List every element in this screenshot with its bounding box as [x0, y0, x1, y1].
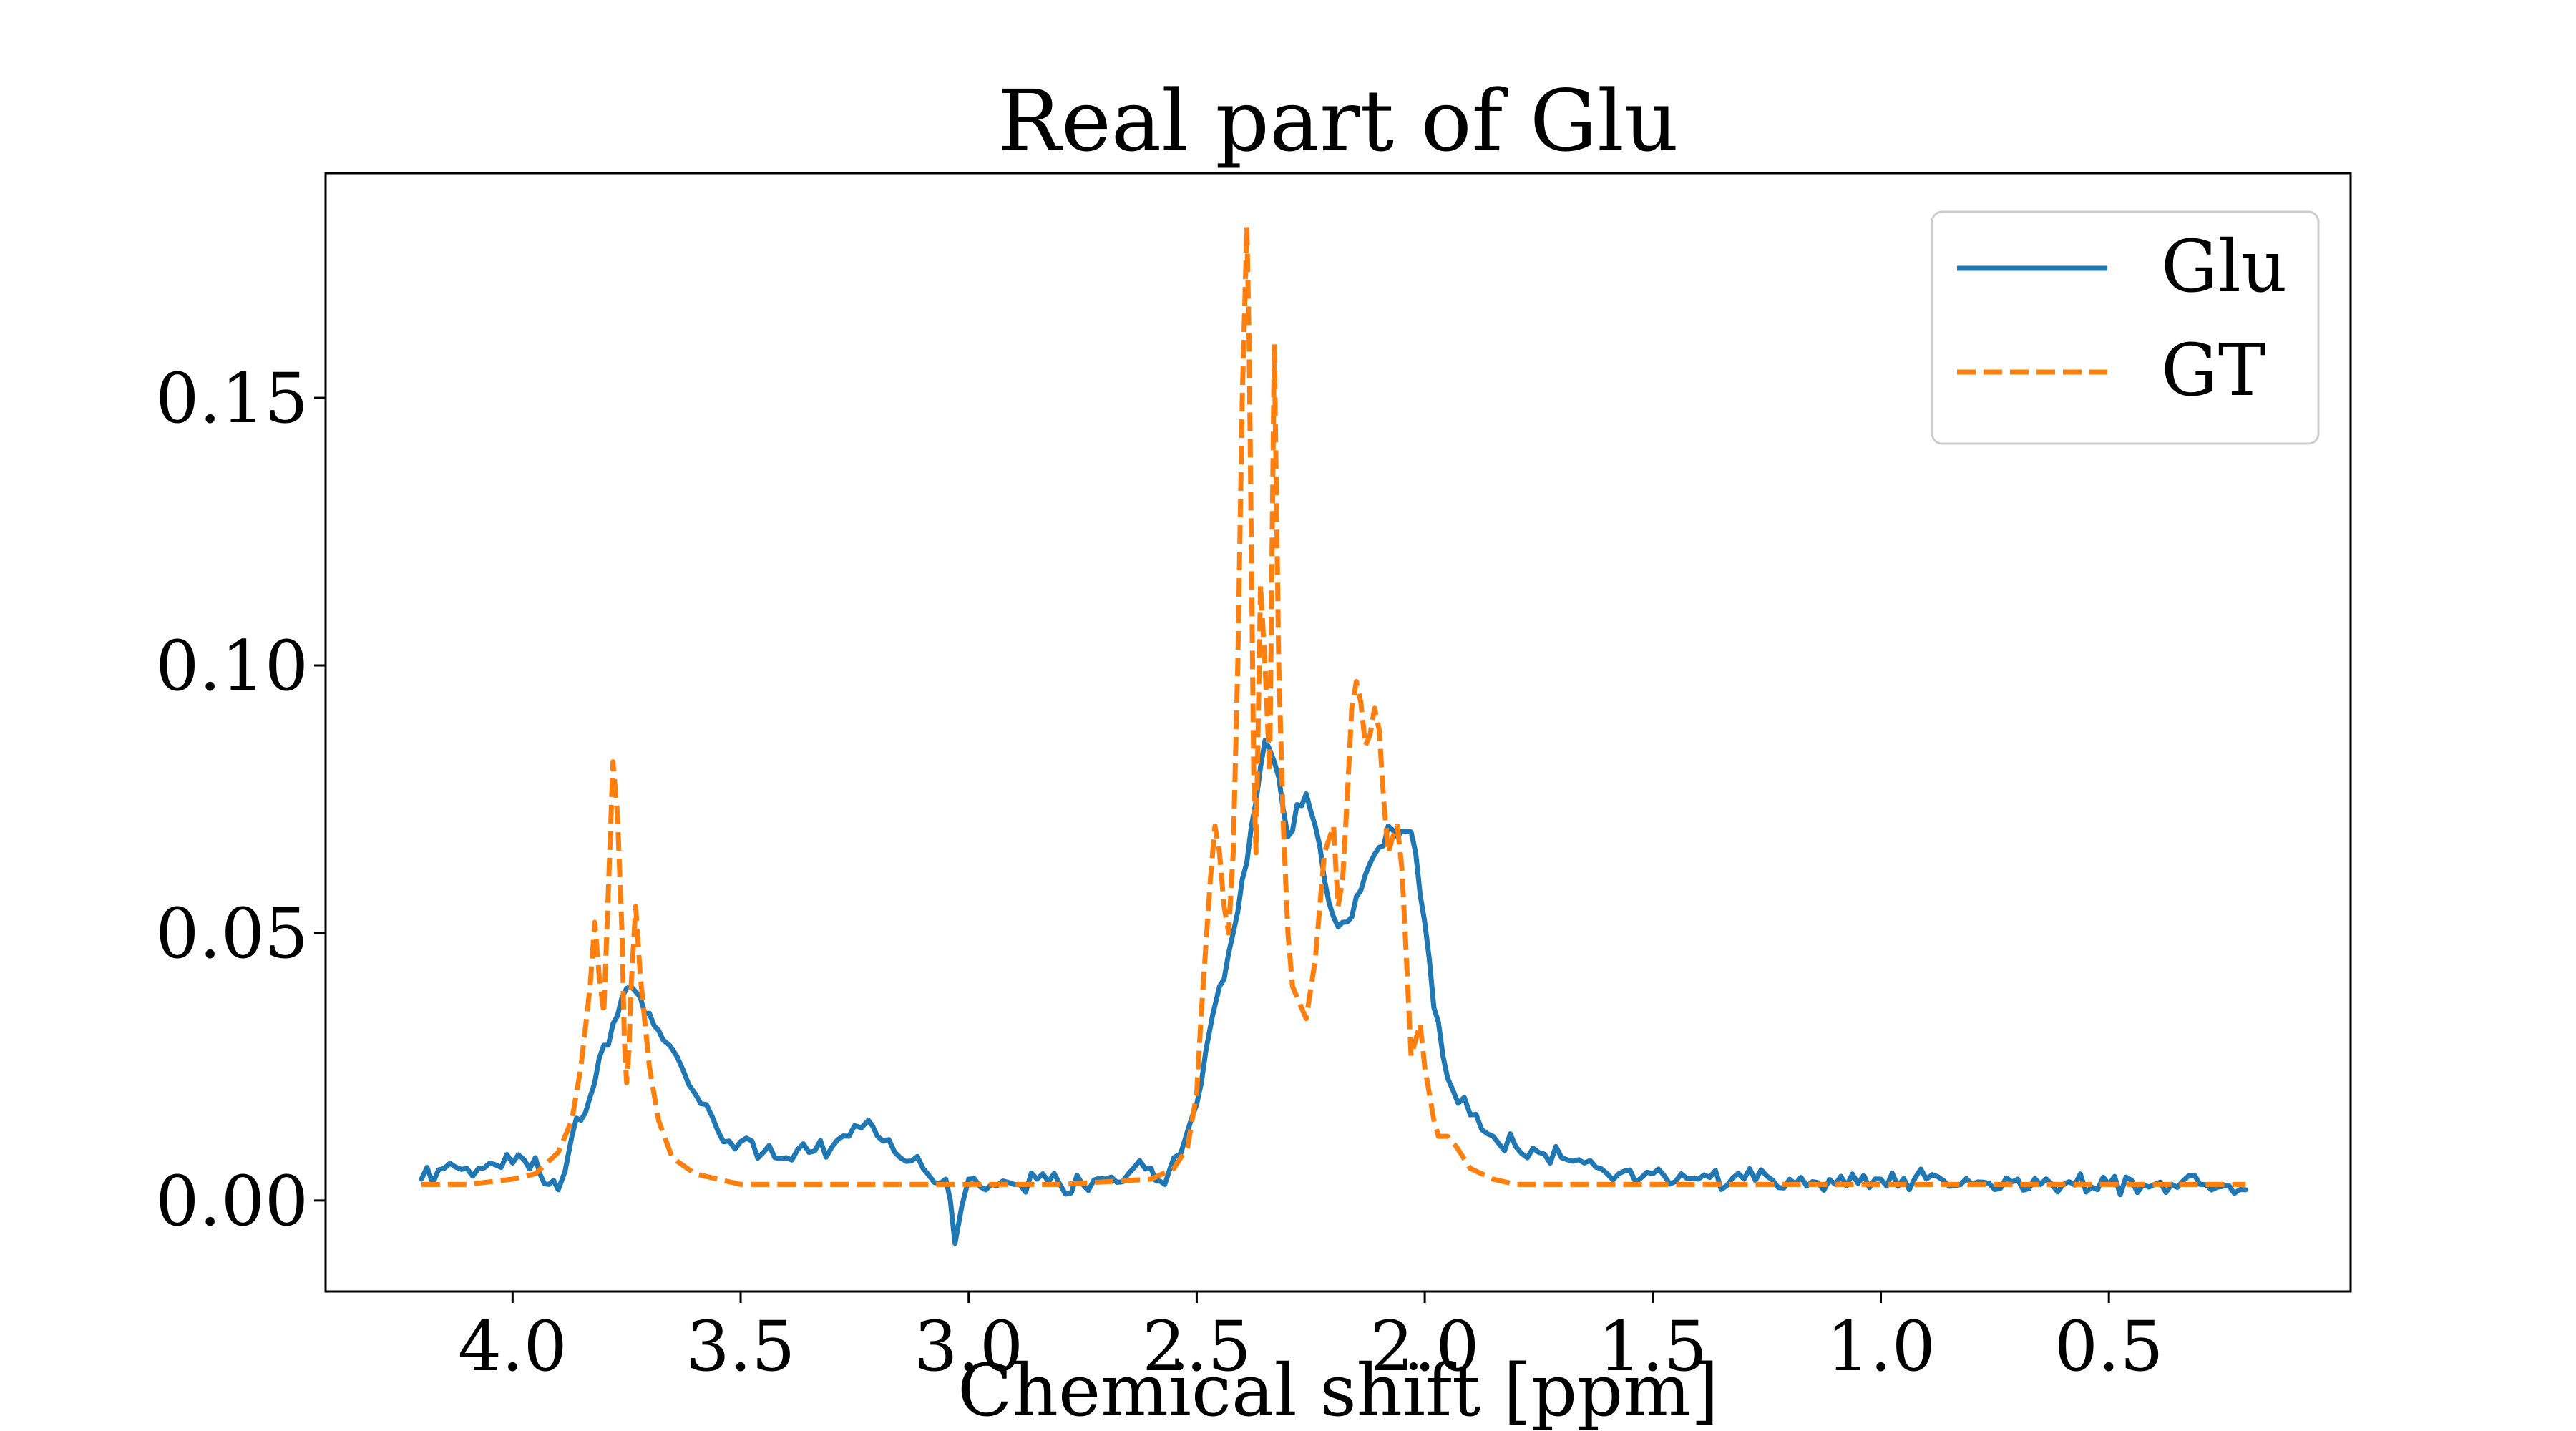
- y-tick-label: 0.10: [155, 626, 308, 706]
- legend-label-glu: Glu: [2161, 225, 2287, 308]
- x-tick-label: 4.0: [458, 1307, 567, 1387]
- y-tick-label: 0.05: [155, 894, 308, 974]
- series-line-glu: [419, 738, 2248, 1246]
- x-tick-label: 2.5: [1142, 1307, 1252, 1387]
- legend: Glu GT: [1931, 210, 2320, 445]
- x-tick-label: 3.0: [914, 1307, 1023, 1387]
- series-line-gt: [421, 224, 2246, 1187]
- plot-area: [419, 224, 2248, 1246]
- x-axis-label: Chemical shift [ppm]: [957, 1349, 1719, 1431]
- x-tick-label: 1.5: [1598, 1307, 1707, 1387]
- x-tick-label: 3.5: [686, 1307, 796, 1387]
- legend-label-gt: GT: [2161, 328, 2266, 412]
- chart-title: Real part of Glu: [997, 72, 1679, 170]
- plot-frame: [324, 172, 2352, 1293]
- axes: 4.0 3.5 3.0 2.5 2.0 1.5 1.0 0.5 0.00 0.05 0.10 0.15: [155, 172, 2352, 1387]
- x-tick-label: 0.5: [2054, 1307, 2164, 1387]
- y-tick-label: 0.15: [155, 358, 308, 439]
- y-tick-label: 0.00: [155, 1161, 308, 1241]
- x-tick-label: 1.0: [1826, 1307, 1936, 1387]
- x-tick-label: 2.0: [1370, 1307, 1480, 1387]
